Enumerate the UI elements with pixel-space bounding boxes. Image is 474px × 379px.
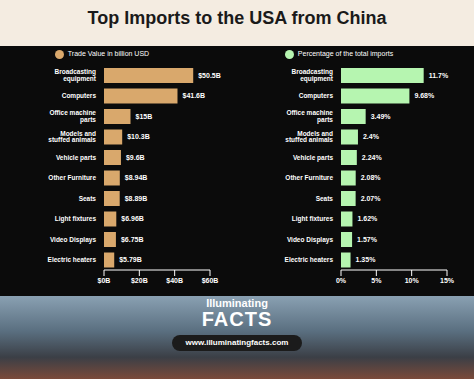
svg-text:10%: 10% bbox=[405, 277, 420, 284]
svg-text:$9.6B: $9.6B bbox=[126, 154, 145, 162]
svg-text:Video Displays: Video Displays bbox=[50, 236, 97, 244]
html-text:Percentage of the total import: Percentage of the total imports bbox=[297, 50, 394, 58]
svg-text:2.08%: 2.08% bbox=[361, 174, 382, 181]
svg-text:Video Displays: Video Displays bbox=[287, 236, 334, 244]
svg-text:9.68%: 9.68% bbox=[414, 92, 435, 99]
svg-text:Models andstuffed animals: Models andstuffed animals bbox=[285, 130, 333, 144]
svg-text:$15B: $15B bbox=[136, 113, 153, 121]
svg-text:Other Furniture: Other Furniture bbox=[285, 174, 333, 181]
svg-text:0%: 0% bbox=[336, 277, 347, 284]
svg-text:11.7%: 11.7% bbox=[429, 72, 449, 79]
svg-text:Broadcastingequipment: Broadcastingequipment bbox=[54, 68, 96, 82]
svg-text:Seats: Seats bbox=[316, 195, 334, 202]
svg-text:$8.94B: $8.94B bbox=[125, 174, 148, 182]
svg-text:Other Furniture: Other Furniture bbox=[48, 174, 96, 181]
svg-text:Light fixtures: Light fixtures bbox=[292, 215, 334, 223]
svg-text:$41.6B: $41.6B bbox=[182, 92, 205, 100]
html-text:www.illuminatingfacts.com: www.illuminatingfacts.com bbox=[185, 338, 289, 347]
svg-text:$5.79B: $5.79B bbox=[119, 256, 142, 264]
svg-text:Electric heaters: Electric heaters bbox=[285, 256, 334, 263]
svg-text:5%: 5% bbox=[371, 277, 382, 284]
html-text:Top Imports to the USA from Ch: Top Imports to the USA from China bbox=[87, 8, 387, 28]
svg-text:Office machineparts: Office machineparts bbox=[286, 109, 333, 124]
svg-text:1.35%: 1.35% bbox=[356, 256, 377, 263]
svg-text:$6.75B: $6.75B bbox=[121, 236, 144, 244]
svg-text:15%: 15% bbox=[440, 277, 455, 284]
svg-text:$20B: $20B bbox=[131, 277, 148, 285]
html-text:Trade Value in billion USD: Trade Value in billion USD bbox=[67, 50, 150, 58]
svg-text:$40B: $40B bbox=[166, 277, 183, 285]
svg-text:2.4%: 2.4% bbox=[363, 133, 380, 140]
svg-text:Computers: Computers bbox=[62, 92, 97, 100]
svg-text:Vehicle parts: Vehicle parts bbox=[56, 154, 96, 162]
svg-text:Broadcastingequipment: Broadcastingequipment bbox=[291, 68, 333, 82]
svg-text:Office machineparts: Office machineparts bbox=[49, 109, 96, 124]
svg-text:Light fixtures: Light fixtures bbox=[55, 215, 97, 223]
svg-text:2.24%: 2.24% bbox=[362, 154, 383, 161]
svg-text:Vehicle parts: Vehicle parts bbox=[293, 154, 333, 162]
svg-text:$50.5B: $50.5B bbox=[198, 72, 221, 80]
svg-text:$10.3B: $10.3B bbox=[127, 133, 150, 141]
svg-text:1.57%: 1.57% bbox=[357, 236, 378, 243]
html-text:FACTS: FACTS bbox=[201, 308, 273, 330]
svg-text:$60B: $60B bbox=[202, 277, 219, 285]
html-text:Illuminating: Illuminating bbox=[206, 297, 268, 309]
svg-text:2.07%: 2.07% bbox=[361, 195, 382, 202]
svg-text:3.49%: 3.49% bbox=[371, 113, 392, 120]
svg-text:Electric heaters: Electric heaters bbox=[48, 256, 97, 263]
svg-text:Computers: Computers bbox=[299, 92, 334, 100]
svg-text:$6.96B: $6.96B bbox=[121, 215, 144, 223]
svg-text:$0B: $0B bbox=[98, 277, 111, 285]
svg-text:Models andstuffed animals: Models andstuffed animals bbox=[48, 130, 96, 144]
svg-text:$8.89B: $8.89B bbox=[125, 195, 148, 203]
svg-text:1.62%: 1.62% bbox=[357, 215, 378, 222]
svg-text:Seats: Seats bbox=[79, 195, 97, 202]
